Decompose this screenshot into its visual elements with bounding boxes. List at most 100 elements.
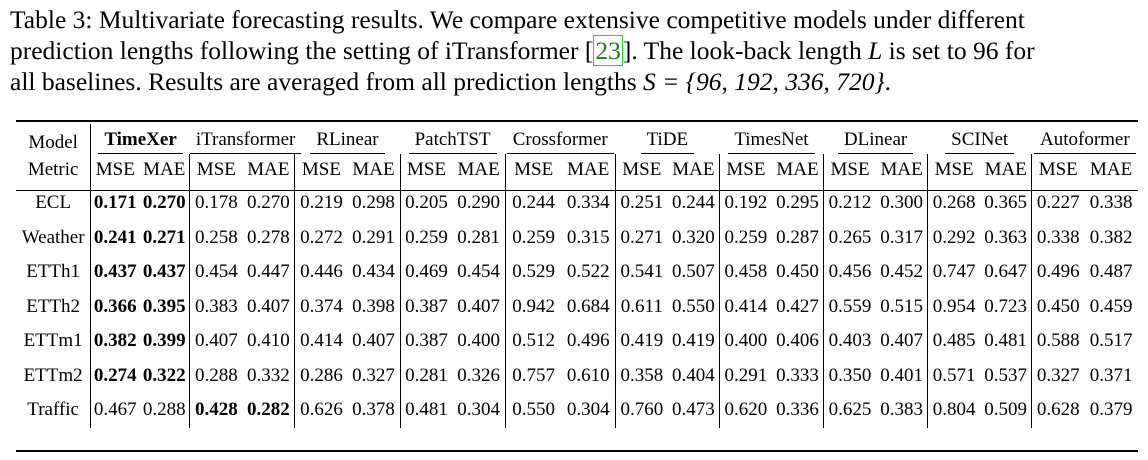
metric-value: 0.404 <box>672 364 715 386</box>
metric-value: 0.378 <box>352 399 395 421</box>
metric-value: 0.398 <box>352 295 395 317</box>
metric-value: 0.522 <box>566 261 610 283</box>
metric-header-cell: MAE <box>776 159 819 180</box>
metric-value: 0.509 <box>984 399 1028 421</box>
metric-value: 0.550 <box>504 393 562 428</box>
metric-header-cell: MAE <box>457 159 500 180</box>
model-name: SCINet <box>945 129 1015 154</box>
metric-value: 0.259 <box>504 220 562 255</box>
model-name: TiDE <box>640 129 695 154</box>
metric-value: 0.274 <box>90 358 140 393</box>
metric-value: 0.333 <box>776 364 819 386</box>
metric-header-cell: MSE <box>614 154 668 186</box>
metric-value: 0.315 <box>566 226 610 248</box>
metric-value: 0.338 <box>1089 192 1133 214</box>
metric-header-cell: MAE <box>352 159 395 180</box>
prediction-lengths-formula: S = {96, 192, 336, 720} <box>643 67 885 96</box>
metric-value: 0.407 <box>457 295 500 317</box>
metric-value: 0.419 <box>672 330 715 352</box>
metric-header-cell: MSE <box>294 154 348 186</box>
model-header-cell: PatchTST <box>400 124 505 154</box>
metric-value: 0.625 <box>823 393 877 428</box>
metric-value: 0.419 <box>614 324 668 359</box>
model-name: PatchTST <box>408 129 497 154</box>
metric-value: 0.407 <box>189 324 243 359</box>
model-header-cell: TiDE <box>615 124 719 154</box>
metric-value: 0.496 <box>1031 255 1085 290</box>
metric-header-cell: MAE <box>143 159 186 180</box>
metric-value: 0.288 <box>142 399 186 421</box>
metric-value: 0.382 <box>1089 226 1133 248</box>
caption-line-1: Table 3: Multivariate forecasting result… <box>10 5 1025 34</box>
metric-value: 0.327 <box>1031 358 1085 393</box>
metric-value: 0.272 <box>294 220 348 255</box>
metric-value: 0.454 <box>189 255 243 290</box>
metric-value: 0.278 <box>247 226 290 248</box>
model-header-cell: DLinear <box>824 124 928 154</box>
model-header-cell: SCINet <box>928 124 1032 154</box>
metric-value: 0.747 <box>927 255 981 290</box>
metric-header-cell: MSE <box>823 154 877 186</box>
metric-value: 0.507 <box>672 261 715 283</box>
metric-value: 0.326 <box>457 364 500 386</box>
metric-value: 0.481 <box>984 330 1028 352</box>
metric-value: 0.382 <box>90 324 140 359</box>
model-name: TimesNet <box>728 129 815 154</box>
metric-value: 0.512 <box>504 324 562 359</box>
caption-line-2-text-c: is set to 96 for <box>882 36 1035 65</box>
metric-header-cell: MSE <box>399 154 453 186</box>
metric-value: 0.244 <box>504 186 562 221</box>
model-header-cell: Autoformer <box>1032 124 1138 154</box>
metric-value: 0.395 <box>142 295 186 317</box>
metric-value: 0.804 <box>927 393 981 428</box>
metric-value: 0.723 <box>984 295 1028 317</box>
metric-header-cell: MAE <box>247 159 290 180</box>
metric-value: 0.447 <box>247 261 290 283</box>
model-name: DLinear <box>837 129 914 154</box>
metric-value: 0.452 <box>880 261 923 283</box>
dataset-name: Traffic <box>27 399 79 421</box>
metric-value: 0.610 <box>566 364 610 386</box>
metric-value: 0.365 <box>984 192 1028 214</box>
metric-value: 0.320 <box>672 226 715 248</box>
metric-value: 0.259 <box>718 220 772 255</box>
metric-header-cell: MAE <box>984 159 1027 180</box>
metric-value: 0.286 <box>294 358 348 393</box>
metric-value: 0.304 <box>457 399 500 421</box>
model-name: Crossformer <box>506 129 614 154</box>
metric-value: 0.383 <box>880 399 923 421</box>
model-header-cell: TimeXer <box>90 124 190 154</box>
metric-value: 0.281 <box>457 226 500 248</box>
results-table: Model TimeXer iTransformer RLinear PatchTST… <box>16 124 1138 428</box>
metric-value: 0.332 <box>247 364 290 386</box>
metric-value: 0.485 <box>927 324 981 359</box>
table-row: ETTm2 0.274 0.322 0.288 0.332 0.286 0.327 0.281… <box>16 358 1138 393</box>
metric-header-cell: MAE <box>567 159 610 180</box>
metric-value: 0.515 <box>880 295 923 317</box>
metric-value: 0.383 <box>189 289 243 324</box>
model-name: Autoformer <box>1034 129 1136 154</box>
table-row: ETTh2 0.366 0.395 0.383 0.407 0.374 0.398 0.387… <box>16 289 1138 324</box>
metric-value: 0.241 <box>90 220 140 255</box>
model-header-cell: RLinear <box>295 124 400 154</box>
caption-line-3-text-a: all baselines. Results are averaged from… <box>10 67 644 96</box>
metric-value: 0.212 <box>823 186 877 221</box>
metric-header-cell: MSE <box>189 154 243 186</box>
metric-value: 0.450 <box>776 261 819 283</box>
metric-value: 0.454 <box>457 261 500 283</box>
table-top-rule <box>16 120 1138 122</box>
citation-link[interactable]: 23 <box>593 35 623 66</box>
metric-value: 0.437 <box>142 261 186 283</box>
metric-value: 0.363 <box>984 226 1028 248</box>
metric-value: 0.559 <box>823 289 877 324</box>
metric-value: 0.358 <box>614 358 668 393</box>
metric-value: 0.322 <box>142 364 186 386</box>
metric-value: 0.271 <box>142 226 186 248</box>
metric-value: 0.437 <box>90 255 140 290</box>
metric-value: 0.295 <box>776 192 819 214</box>
metric-value: 0.334 <box>566 192 610 214</box>
metric-value: 0.414 <box>718 289 772 324</box>
metric-value: 0.336 <box>776 399 819 421</box>
metric-value: 0.406 <box>776 330 819 352</box>
metric-value: 0.270 <box>142 192 186 214</box>
